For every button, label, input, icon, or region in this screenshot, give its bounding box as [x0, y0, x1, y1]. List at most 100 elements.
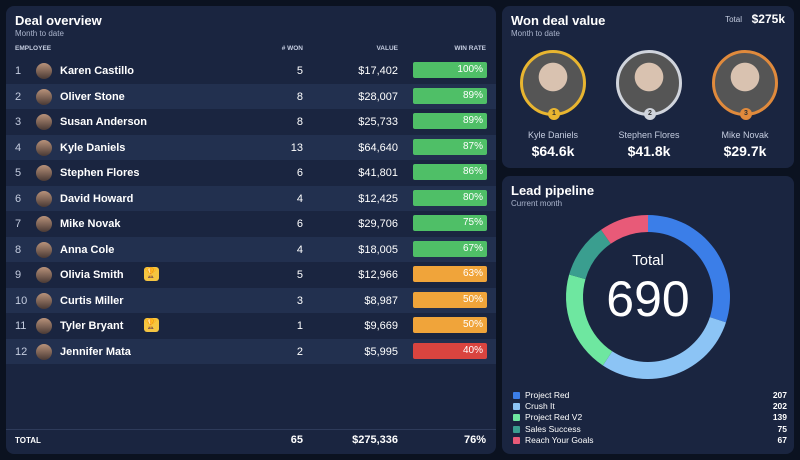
- avatar: 3: [712, 50, 778, 120]
- legend-item[interactable]: Project Red V2 139: [513, 412, 787, 423]
- employee-name: Tyler Bryant: [60, 320, 124, 332]
- deal-value: $5,995: [364, 345, 398, 358]
- legend-item[interactable]: Sales Success 75: [513, 424, 787, 435]
- rank: 8: [15, 243, 22, 256]
- legend-item[interactable]: Project Red 207: [513, 390, 787, 401]
- table-row[interactable]: 11 Tyler Bryant 🏆 1 $9,669 50%: [6, 313, 496, 339]
- legend-label: Reach Your Goals: [525, 434, 594, 445]
- avatar: [36, 165, 52, 181]
- deal-value: $64,640: [358, 141, 398, 154]
- legend-value: 202: [772, 401, 787, 412]
- win-rate-bar: 75%: [413, 215, 487, 231]
- donut-center-value: 690: [606, 271, 690, 327]
- table-row[interactable]: 9 Olivia Smith 🏆 5 $12,966 63%: [6, 262, 496, 288]
- avatar: [36, 241, 52, 258]
- win-rate-bar: 63%: [413, 266, 487, 282]
- employee-name: Mike Novak: [60, 218, 121, 230]
- donut-slice[interactable]: [602, 317, 726, 379]
- won-count: 5: [296, 269, 303, 281]
- header-value[interactable]: VALUE: [376, 45, 398, 52]
- table-row[interactable]: 5 Stephen Flores 6 $41,801 86%: [6, 160, 496, 186]
- donut-slice[interactable]: [648, 215, 730, 323]
- deal-value: $12,966: [358, 269, 398, 281]
- deal-value: $29,706: [358, 218, 398, 230]
- table-row[interactable]: 6 David Howard 4 $12,425 80%: [6, 185, 496, 211]
- total-win-rate: 76%: [463, 434, 486, 446]
- podium-value: $41.8k: [627, 143, 671, 159]
- legend-value: 139: [772, 412, 787, 423]
- podium-item[interactable]: 1 Kyle Daniels $64.6k: [505, 50, 601, 159]
- rank: 12: [15, 345, 28, 358]
- won-count: 6: [296, 167, 303, 179]
- won-deal-subtitle: Month to date: [511, 29, 560, 38]
- won-deal-value-panel: Won deal value Month to date Total $275k…: [502, 6, 794, 168]
- won-count: 5: [296, 65, 303, 77]
- rank: 5: [15, 167, 22, 179]
- total-label: TOTAL: [15, 436, 41, 445]
- legend-value: 75: [777, 423, 787, 434]
- avatar: 1: [520, 50, 586, 120]
- rank: 7: [15, 218, 22, 230]
- deal-value: $17,402: [358, 65, 398, 77]
- employee-name: Stephen Flores: [60, 167, 140, 179]
- legend-item[interactable]: Crush It 202: [513, 401, 787, 412]
- avatar: [36, 267, 52, 283]
- rank-badge: 1: [548, 108, 560, 120]
- win-rate-bar: 40%: [413, 342, 487, 359]
- lead-pipeline-subtitle: Current month: [511, 199, 563, 208]
- deal-value: $41,801: [358, 167, 398, 179]
- avatar: [36, 318, 52, 334]
- rank: 2: [15, 90, 22, 103]
- donut-slice[interactable]: [601, 215, 648, 244]
- legend-swatch: [513, 414, 520, 422]
- table-row[interactable]: 4 Kyle Daniels 13 $64,640 87%: [6, 134, 496, 160]
- donut-slice[interactable]: [566, 274, 613, 366]
- win-rate-bar: 89%: [413, 113, 487, 129]
- deal-value: $28,007: [358, 90, 398, 103]
- total-value: $275,336: [352, 434, 398, 446]
- rank-badge: 3: [740, 108, 752, 120]
- win-rate-bar: 80%: [413, 189, 487, 206]
- podium-item[interactable]: 3 Mike Novak $29.7k: [697, 50, 793, 159]
- donut-slice[interactable]: [569, 229, 611, 280]
- won-count: 8: [296, 90, 303, 103]
- podium-item[interactable]: 2 Stephen Flores $41.8k: [601, 50, 697, 159]
- rank: 1: [15, 65, 22, 77]
- avatar: [36, 139, 52, 156]
- deal-value: $9,669: [364, 320, 398, 332]
- header-employee[interactable]: EMPLOYEE: [15, 45, 52, 52]
- deal-overview-panel: Deal overview Month to date EMPLOYEE # W…: [6, 6, 496, 454]
- legend-label: Project Red V2: [525, 412, 583, 423]
- table-row[interactable]: 3 Susan Anderson 8 $25,733 89%: [6, 109, 496, 135]
- legend-item[interactable]: Reach Your Goals 67: [513, 435, 787, 446]
- win-rate-bar: 50%: [413, 317, 487, 333]
- employee-name: David Howard: [60, 192, 134, 205]
- win-rate-bar: 87%: [413, 138, 487, 155]
- deal-value: $18,005: [358, 243, 398, 256]
- avatar: [36, 114, 52, 130]
- table-row[interactable]: 7 Mike Novak 6 $29,706 75%: [6, 211, 496, 237]
- table-row[interactable]: 2 Oliver Stone 8 $28,007 89%: [6, 83, 496, 109]
- header-won[interactable]: # WON: [281, 45, 303, 52]
- table-row[interactable]: 12 Jennifer Mata 2 $5,995 40%: [6, 338, 496, 364]
- legend-value: 67: [777, 434, 787, 445]
- won-count: 4: [296, 243, 303, 256]
- won-deal-title: Won deal value: [511, 13, 606, 28]
- table-row[interactable]: 1 Karen Castillo 5 $17,402 100%: [6, 58, 496, 84]
- trophy-icon: 🏆: [143, 267, 159, 281]
- table-row[interactable]: 10 Curtis Miller 3 $8,987 50%: [6, 287, 496, 313]
- won-count: 1: [296, 320, 303, 332]
- employee-name: Karen Castillo: [60, 65, 134, 77]
- employee-name: Anna Cole: [60, 243, 115, 256]
- employee-name: Olivia Smith: [60, 269, 124, 281]
- lead-pipeline-panel: Lead pipeline Current month Total 690 Pr…: [502, 176, 794, 454]
- win-rate-bar: 89%: [413, 87, 487, 104]
- avatar: [36, 63, 52, 79]
- won-count: 4: [296, 192, 303, 205]
- header-win-rate[interactable]: WIN RATE: [454, 45, 486, 52]
- podium-name: Stephen Flores: [618, 130, 680, 140]
- donut-center-label: Total: [632, 252, 664, 269]
- win-rate-bar: 86%: [413, 164, 487, 180]
- legend-value: 207: [772, 390, 787, 400]
- table-row[interactable]: 8 Anna Cole 4 $18,005 67%: [6, 236, 496, 262]
